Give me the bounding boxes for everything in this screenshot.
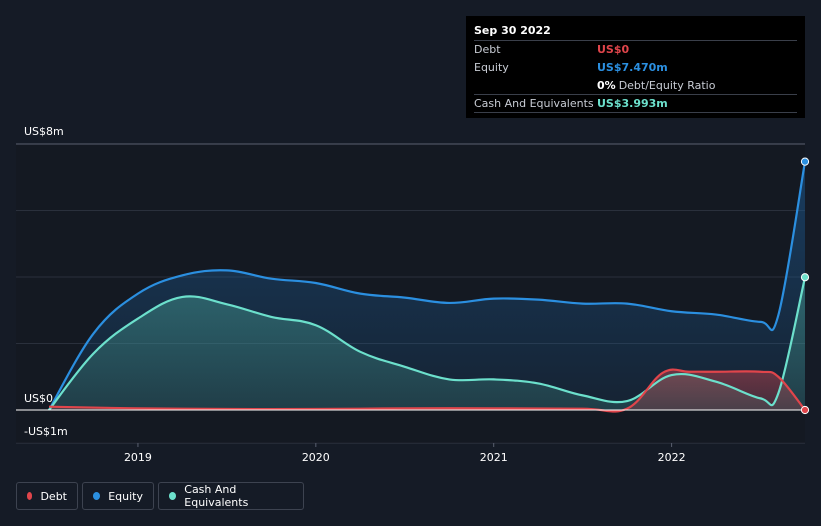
- cash-dot-icon: [169, 492, 177, 500]
- legend-debt-label: Debt: [40, 489, 67, 503]
- series-areas: [49, 161, 805, 412]
- equity-line: [48, 161, 807, 411]
- tooltip-row-ratio: 0% Debt/Equity Ratio: [474, 76, 797, 94]
- y-axis-labels: US$8m US$0 -US$1m: [24, 125, 68, 438]
- x-tick-label-2019: 2019: [124, 451, 152, 464]
- tooltip-row-debt: Debt US$0: [474, 40, 797, 58]
- legend-equity-label: Equity: [108, 489, 143, 503]
- x-tick-label-2022: 2022: [658, 451, 686, 464]
- legend-item-debt[interactable]: Debt: [16, 482, 78, 510]
- debt-endpoint: [800, 405, 810, 415]
- equity-dot-icon: [93, 492, 101, 500]
- tooltip-panel: Sep 30 2022 Debt US$0 Equity US$7.470m 0…: [466, 16, 805, 118]
- legend-cash-label: Cash And Equivalents: [184, 483, 249, 509]
- equity-endpoint: [800, 157, 810, 166]
- cash-and-equivalents-endpoint: [800, 273, 810, 282]
- debt-line: [48, 368, 806, 413]
- tooltip-debt-label: Debt: [474, 43, 501, 56]
- tooltip-row-equity: Equity US$7.470m: [474, 58, 797, 76]
- x-tick-label-2020: 2020: [302, 451, 330, 464]
- tooltip-ratio-label: [474, 77, 597, 94]
- legend-item-equity[interactable]: Equity: [82, 482, 154, 510]
- cash-and-equivalents-line: [48, 276, 807, 411]
- cash-and-equivalents-area: [49, 277, 805, 410]
- tooltip-cash-value: US$3.993m: [597, 97, 668, 110]
- tooltip-row-cash: Cash And Equivalents US$3.993m: [474, 94, 797, 113]
- tooltip-ratio-value: 0%: [597, 79, 616, 92]
- y-tick-label-top: US$8m: [24, 125, 64, 138]
- tooltip-ratio-sub: Debt/Equity Ratio: [618, 79, 716, 92]
- debt-dot-icon: [27, 492, 33, 500]
- tooltip-debt-value: US$0: [597, 43, 630, 56]
- x-tick-label-2021: 2021: [480, 451, 508, 464]
- y-tick-label-zero: US$0: [24, 392, 53, 405]
- series-endpoints: [800, 157, 810, 415]
- legend-item-cash[interactable]: Cash And Equivalents: [158, 482, 304, 510]
- series-lines: [48, 161, 807, 413]
- tooltip-cash-label: Cash And Equivalents: [474, 97, 594, 110]
- tooltip-equity-label: Equity: [474, 61, 509, 74]
- tooltip-date: Sep 30 2022: [474, 24, 551, 37]
- x-axis-labels: 2019 2020 2021 2022: [124, 443, 686, 464]
- debt-area: [49, 369, 805, 412]
- tooltip-equity-value: US$7.470m: [597, 61, 668, 74]
- y-tick-label-bottom: -US$1m: [24, 425, 68, 438]
